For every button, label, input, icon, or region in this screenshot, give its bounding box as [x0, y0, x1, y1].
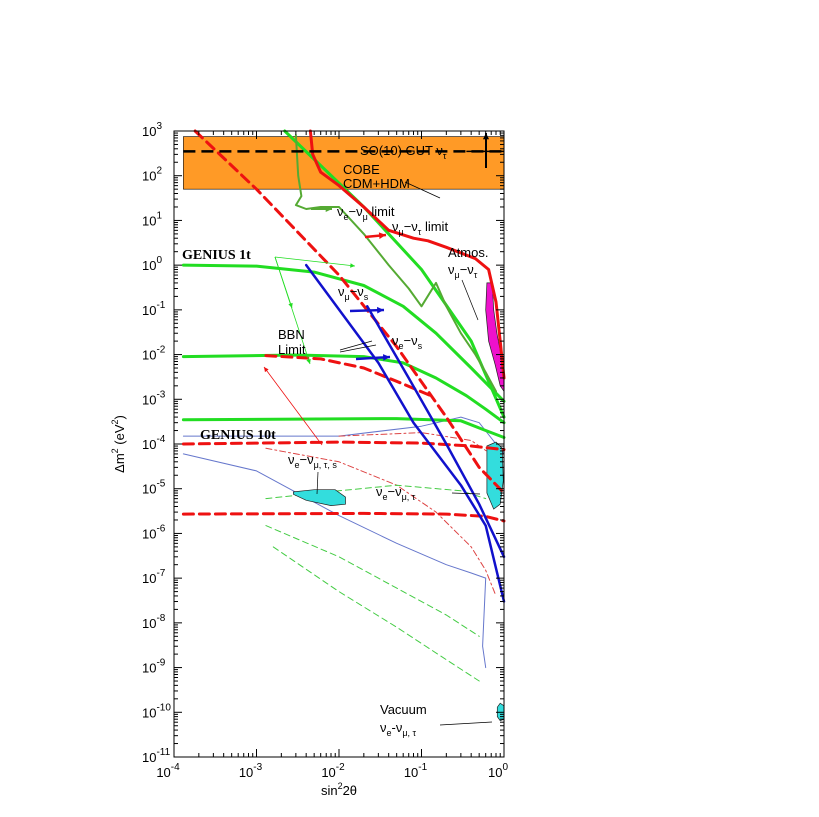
gut-arrow-head: [482, 133, 490, 140]
numu-nutau-arrow-head: [378, 232, 386, 239]
cobe-label: COBE CDM+HDM: [343, 162, 410, 191]
nue-numu-tau-leader: [451, 492, 481, 495]
vacuum-label: Vacuum: [380, 702, 427, 717]
nue-nus-mu-tau-s-label: νe−νμ, τ, s: [288, 452, 337, 470]
red-dashed-lower-1-curve: [264, 354, 433, 398]
genius-10t-curve: [181, 417, 506, 439]
bbn-leader-a: [339, 340, 373, 351]
thin-blue-outer-curve: [182, 453, 487, 669]
y-tick-label-2: 10-9: [142, 658, 166, 676]
red-dashed-lower-3-curve: [181, 511, 506, 523]
vacuum-leader: [439, 721, 493, 726]
y-tick-label-4: 10-7: [142, 568, 166, 586]
msw-small-angle: [293, 489, 346, 506]
nue-numu-arrow-head: [325, 205, 332, 213]
y-tick-label-3: 10-8: [142, 613, 166, 631]
bbn-leader-b: [339, 344, 377, 353]
x-tick-label-0: 10-4: [156, 762, 180, 780]
atmos-label: Atmos.: [448, 245, 488, 260]
nue-nus-curve: [365, 305, 506, 559]
ticks-layer: [173, 130, 505, 758]
genius-1t-mid-curve: [181, 353, 506, 425]
y-tick-label-13: 102: [142, 166, 162, 184]
curves-layer: [181, 129, 506, 603]
x-tick-label-4: 100: [488, 762, 508, 780]
labels-layer: 10-4 10-3 10-2 10-1 100 10-11 10-10 10-9 10-8 10-…: [110, 121, 508, 798]
so10-label: SO(10) GUT ντ: [360, 143, 447, 161]
atmos-leader: [461, 279, 479, 321]
red-dashed-diagonal-curve: [193, 129, 506, 495]
x-tick-label-3: 10-1: [404, 762, 428, 780]
y-tick-label-6: 10-5: [142, 479, 166, 497]
nue-nus-mu-tau-s-leader: [316, 471, 319, 495]
y-tick-label-14: 103: [142, 121, 162, 139]
genius-1t-arrow-a: [274, 256, 356, 267]
numu-nus-arrow-head: [377, 306, 384, 314]
x-tick-label-2: 10-2: [321, 762, 345, 780]
y-tick-label-11: 100: [142, 255, 162, 273]
regions-layer: [293, 282, 505, 722]
arrows-layer: [263, 133, 493, 726]
nue-numu-limit-curve: [294, 134, 497, 393]
y-tick-label-12: 101: [142, 210, 162, 228]
x-tick-label-1: 10-3: [239, 762, 263, 780]
genius-10t-arrow: [263, 366, 323, 446]
atmos-sub-label: νμ−ντ: [448, 262, 478, 280]
x-axis-label: sin22θ: [321, 781, 357, 798]
nue-nus-arrow-head: [382, 354, 390, 361]
numu-nutau-limit-curve: [308, 129, 506, 380]
y-tick-label-9: 10-2: [142, 345, 166, 363]
genius-10t-arrow-head: [264, 367, 269, 373]
thin-green-dashed-3-curve: [272, 546, 480, 682]
thin-curves-layer: [182, 416, 505, 682]
y-tick-label-8: 10-3: [142, 389, 166, 407]
y-tick-label-7: 10-4: [142, 434, 166, 452]
bbn-label: BBN Limit: [278, 327, 306, 357]
nue-numu-label: νe−νμ limit: [337, 204, 395, 222]
y-axis-label: Δm2 (eV2): [110, 415, 127, 473]
genius-1t-label: GENIUS 1t: [182, 248, 251, 263]
thin-red-dashdot-curve: [265, 447, 497, 597]
cobe-leader: [404, 181, 441, 199]
y-tick-label-5: 10-6: [142, 523, 166, 541]
numu-nus-label: νμ−νs: [338, 284, 369, 302]
genius-1t-upper-curve: [181, 263, 506, 403]
genius-1t-arrow-c-head: [306, 358, 311, 364]
genius-1t-arrow-a-head: [350, 263, 355, 268]
numu-nutau-label: νμ−ντ limit: [392, 219, 448, 237]
y-tick-label-0: 10-11: [142, 747, 171, 765]
vacuum-sub-label: νe-νμ, τ: [380, 720, 417, 738]
thin-red-dashdot-upper-curve: [338, 432, 497, 458]
red-dashed-lower-2-curve: [181, 440, 506, 452]
nue-nus-label: νe−νs: [392, 333, 423, 351]
cobe-band: [183, 136, 505, 190]
thin-green-dashed-2-curve: [265, 525, 480, 637]
nue-numu-tau-label: νe−νμ, τ: [376, 484, 416, 502]
genius-1t-arrow-c: [274, 256, 311, 365]
y-tick-label-10: 10-1: [142, 300, 166, 318]
bands-layer: [183, 136, 505, 190]
genius-10t-label: GENIUS 10t: [200, 428, 276, 443]
y-tick-label-1: 10-10: [142, 702, 171, 720]
msw-large-angle: [486, 441, 504, 510]
